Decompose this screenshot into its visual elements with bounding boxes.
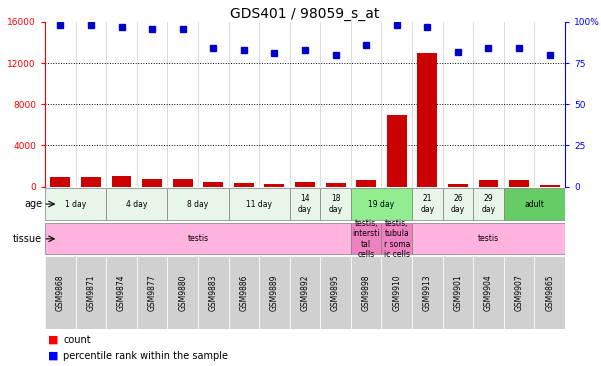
Text: GSM9871: GSM9871 xyxy=(87,274,96,311)
FancyBboxPatch shape xyxy=(412,188,442,220)
Text: ■: ■ xyxy=(48,351,58,361)
Text: GSM9898: GSM9898 xyxy=(362,274,371,311)
Text: GSM9892: GSM9892 xyxy=(300,274,310,311)
FancyBboxPatch shape xyxy=(228,256,259,329)
Text: 29
day: 29 day xyxy=(481,194,496,214)
Text: GSM9904: GSM9904 xyxy=(484,274,493,311)
FancyBboxPatch shape xyxy=(412,256,442,329)
Text: testis: testis xyxy=(188,234,209,243)
Text: 1 day: 1 day xyxy=(65,199,87,209)
Text: 14
day: 14 day xyxy=(298,194,312,214)
Bar xyxy=(172,179,193,187)
Bar xyxy=(540,184,560,187)
Text: percentile rank within the sample: percentile rank within the sample xyxy=(63,351,228,361)
Text: GSM9883: GSM9883 xyxy=(209,274,218,311)
Text: GSM9901: GSM9901 xyxy=(453,274,462,311)
FancyBboxPatch shape xyxy=(290,188,320,220)
FancyBboxPatch shape xyxy=(412,223,565,254)
FancyBboxPatch shape xyxy=(473,188,504,220)
FancyBboxPatch shape xyxy=(473,256,504,329)
Text: GSM9910: GSM9910 xyxy=(392,274,401,311)
Text: GSM9877: GSM9877 xyxy=(148,274,157,311)
Bar xyxy=(81,177,101,187)
Text: adult: adult xyxy=(525,199,545,209)
FancyBboxPatch shape xyxy=(137,256,168,329)
Text: testis: testis xyxy=(478,234,499,243)
FancyBboxPatch shape xyxy=(45,188,106,220)
FancyBboxPatch shape xyxy=(504,188,565,220)
FancyBboxPatch shape xyxy=(290,256,320,329)
FancyBboxPatch shape xyxy=(320,188,351,220)
Text: count: count xyxy=(63,335,91,345)
Text: 18
day: 18 day xyxy=(329,194,343,214)
Bar xyxy=(387,115,407,187)
FancyBboxPatch shape xyxy=(106,188,168,220)
Text: GSM9886: GSM9886 xyxy=(239,274,248,311)
FancyBboxPatch shape xyxy=(320,256,351,329)
FancyBboxPatch shape xyxy=(198,256,228,329)
FancyBboxPatch shape xyxy=(442,188,473,220)
Text: 4 day: 4 day xyxy=(126,199,147,209)
FancyBboxPatch shape xyxy=(382,256,412,329)
Text: testis,
intersti
tal
cells: testis, intersti tal cells xyxy=(352,219,380,259)
FancyBboxPatch shape xyxy=(76,256,106,329)
FancyBboxPatch shape xyxy=(351,256,382,329)
Text: testis,
tubula
r soma
ic cells: testis, tubula r soma ic cells xyxy=(383,219,410,259)
Text: GSM9865: GSM9865 xyxy=(545,274,554,311)
Text: tissue: tissue xyxy=(13,234,42,244)
FancyBboxPatch shape xyxy=(45,256,76,329)
Text: GSM9880: GSM9880 xyxy=(178,274,187,311)
Bar xyxy=(417,53,438,187)
FancyBboxPatch shape xyxy=(351,223,382,254)
Text: 26
day: 26 day xyxy=(451,194,465,214)
Text: GSM9868: GSM9868 xyxy=(56,274,65,311)
Bar xyxy=(478,180,498,187)
Bar xyxy=(50,178,70,187)
Text: age: age xyxy=(24,199,42,209)
FancyBboxPatch shape xyxy=(534,256,565,329)
Bar xyxy=(356,180,376,187)
FancyBboxPatch shape xyxy=(504,256,534,329)
Text: GSM9913: GSM9913 xyxy=(423,274,432,311)
Text: 8 day: 8 day xyxy=(188,199,209,209)
Bar xyxy=(264,184,284,187)
FancyBboxPatch shape xyxy=(45,223,351,254)
Text: 11 day: 11 day xyxy=(246,199,272,209)
Text: ■: ■ xyxy=(48,335,58,345)
Text: GSM9907: GSM9907 xyxy=(514,274,523,311)
FancyBboxPatch shape xyxy=(168,256,198,329)
Bar xyxy=(142,179,162,187)
Text: GSM9895: GSM9895 xyxy=(331,274,340,311)
Text: GSM9889: GSM9889 xyxy=(270,274,279,311)
Bar xyxy=(448,184,468,187)
Bar xyxy=(203,182,223,187)
Bar xyxy=(112,176,132,187)
Text: 19 day: 19 day xyxy=(368,199,394,209)
FancyBboxPatch shape xyxy=(351,188,412,220)
Bar xyxy=(326,183,346,187)
Bar xyxy=(295,182,315,187)
Text: 21
day: 21 day xyxy=(420,194,435,214)
Text: GSM9874: GSM9874 xyxy=(117,274,126,311)
FancyBboxPatch shape xyxy=(382,223,412,254)
FancyBboxPatch shape xyxy=(442,256,473,329)
FancyBboxPatch shape xyxy=(168,188,228,220)
Title: GDS401 / 98059_s_at: GDS401 / 98059_s_at xyxy=(230,7,380,21)
FancyBboxPatch shape xyxy=(228,188,290,220)
FancyBboxPatch shape xyxy=(106,256,137,329)
Bar xyxy=(234,183,254,187)
Bar xyxy=(509,180,529,187)
FancyBboxPatch shape xyxy=(259,256,290,329)
